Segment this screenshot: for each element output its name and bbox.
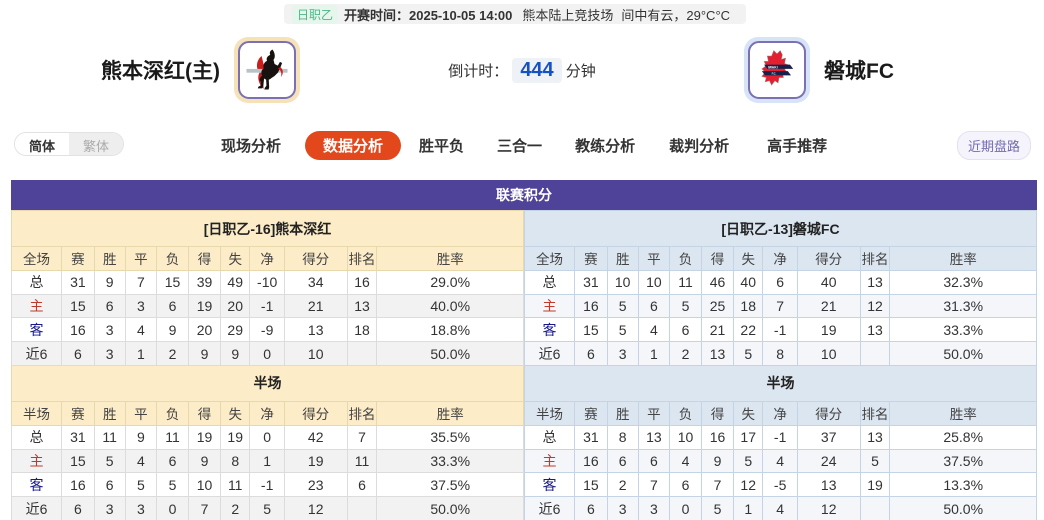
svg-text:F.C.: F.C. bbox=[772, 71, 777, 75]
svg-text:IWAKI: IWAKI bbox=[768, 65, 778, 69]
